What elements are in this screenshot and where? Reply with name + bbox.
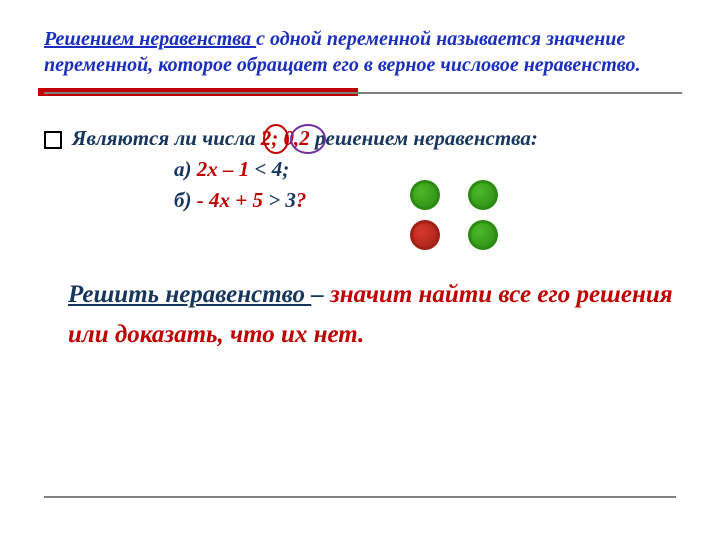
title-rule	[44, 88, 676, 98]
bottom-rule	[44, 496, 676, 498]
question-line: Являются ли числа 2; 0,2 решением нераве…	[44, 126, 676, 151]
dot-a-2-icon	[468, 180, 498, 210]
option-b-cmp: > 3	[268, 188, 296, 212]
solve-term: Решить неравенство	[68, 281, 311, 308]
option-b-expr: - 4х + 5	[197, 188, 268, 212]
bullet-checkbox-icon	[44, 131, 62, 149]
question-pre: Являются ли числа	[72, 126, 261, 150]
option-a-cmp: < 4;	[255, 157, 290, 181]
question-post: решением неравенства:	[310, 126, 538, 150]
circle-annotation-2-icon	[290, 124, 326, 154]
title-rule-thin	[44, 92, 682, 94]
option-b-label: б)	[174, 188, 197, 212]
dot-a-1-icon	[410, 180, 440, 210]
option-b-tail: ?	[296, 188, 307, 212]
answer-dots	[410, 180, 530, 270]
body: Являются ли числа 2; 0,2 решением нераве…	[44, 126, 676, 355]
question-text: Являются ли числа 2; 0,2 решением нераве…	[72, 126, 538, 151]
option-a: а) 2х – 1 < 4;	[174, 157, 676, 182]
solve-block: Решить неравенство – значит найти все ег…	[68, 275, 676, 355]
circle-annotation-1-icon	[263, 124, 289, 154]
solve-dash: –	[311, 281, 330, 308]
slide: Решением неравенства с одной переменной …	[0, 0, 720, 540]
definition-block: Решением неравенства с одной переменной …	[44, 26, 676, 78]
definition-term: Решением неравенства	[44, 28, 256, 50]
option-a-expr: 2х – 1	[197, 157, 255, 181]
option-a-label: а)	[174, 157, 197, 181]
dot-b-2-icon	[468, 220, 498, 250]
dot-b-1-icon	[410, 220, 440, 250]
